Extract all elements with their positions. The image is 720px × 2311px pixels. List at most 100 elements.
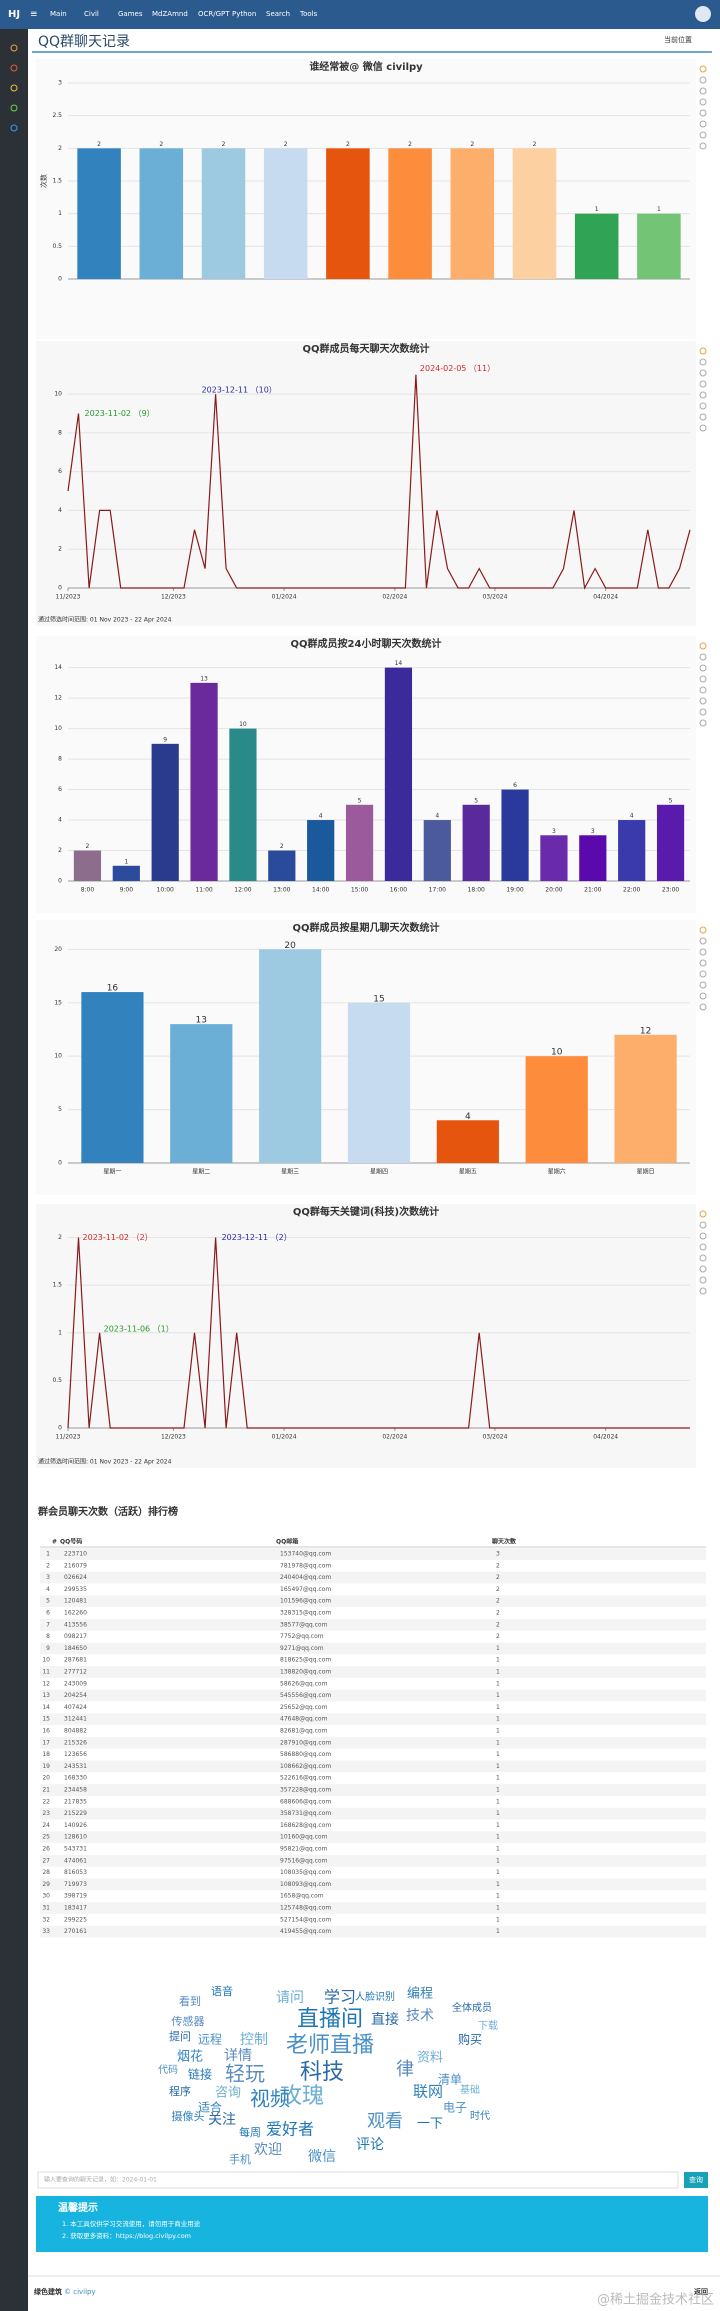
toolbox-icon[interactable] [699, 708, 707, 716]
range-note: 通过筛选时间范围: 01 Nov 2023 - 22 Apr 2024 [38, 616, 172, 624]
toolbox-icon[interactable] [699, 391, 707, 399]
nav-item[interactable]: Main [50, 10, 67, 18]
nav-item[interactable]: OCR/GPT [198, 10, 230, 18]
toolbox-icon[interactable] [699, 1243, 707, 1251]
toolbox-icon[interactable] [699, 948, 707, 956]
table-row-bg [40, 1595, 706, 1608]
sidebar-icon[interactable] [10, 124, 18, 132]
nav-item[interactable]: Tools [299, 10, 318, 18]
breadcrumb[interactable]: 当前位置 [664, 35, 692, 44]
toolbox-icon[interactable] [699, 98, 707, 106]
table-cell: 31 [42, 1905, 50, 1912]
nav-item[interactable]: Search [266, 10, 290, 18]
table-cell: 47648@qq.com [280, 1716, 328, 1723]
table-row-bg [40, 1571, 706, 1584]
toolbox-icon[interactable] [699, 1221, 707, 1229]
toolbox-icon[interactable] [699, 87, 707, 95]
back-link[interactable]: 返回 [694, 2287, 708, 2296]
menu-toggle[interactable]: ≡ [30, 10, 38, 20]
toolbox-icon[interactable] [699, 65, 707, 73]
y-tick-label: 3 [58, 80, 62, 87]
table-cell: 299225 [64, 1916, 87, 1923]
sidebar-icon[interactable] [10, 44, 18, 52]
x-tick-label: 22:00 [623, 887, 640, 894]
search-placeholder[interactable]: 输入要查询的聊天记录，如：2024-01-01 [44, 2176, 157, 2184]
toolbox-icon[interactable] [699, 1210, 707, 1218]
notice-title: 温馨提示 [58, 2201, 98, 2214]
y-tick-label: 8 [58, 429, 62, 436]
toolbox-icon[interactable] [699, 675, 707, 683]
toolbox-icon[interactable] [699, 926, 707, 934]
table-cell: 162260 [64, 1610, 87, 1617]
search-button-label[interactable]: 查询 [689, 2175, 703, 2184]
toolbox-icon[interactable] [699, 369, 707, 377]
word: 详情 [224, 2048, 252, 2064]
word: 联网 [413, 2083, 443, 2101]
table-cell: 108093@qq.com [280, 1881, 331, 1888]
toolbox-icon[interactable] [699, 1254, 707, 1262]
toolbox-icon[interactable] [699, 131, 707, 139]
line-series [67, 374, 691, 590]
toolbox-icon[interactable] [699, 697, 707, 705]
search-button[interactable] [684, 2172, 708, 2188]
toolbox-icon[interactable] [699, 686, 707, 694]
toolbox-icon[interactable] [699, 653, 707, 661]
sidebar-icon[interactable] [10, 104, 18, 112]
search-input[interactable] [37, 2171, 679, 2189]
sidebar-icon[interactable] [10, 64, 18, 72]
footer-right[interactable]: © civilpy [64, 2288, 96, 2296]
toolbox-icon[interactable] [699, 937, 707, 945]
bar-value-label: 2 [280, 843, 284, 850]
bar [512, 148, 557, 279]
toolbox-icon[interactable] [699, 424, 707, 432]
table-cell: 138820@qq.com [280, 1669, 331, 1676]
y-tick-label: 1.5 [52, 178, 62, 185]
avatar[interactable] [695, 6, 711, 22]
bar-value-label: 1 [124, 858, 128, 865]
toolbox-icon[interactable] [699, 1003, 707, 1011]
toolbox-icon[interactable] [699, 959, 707, 967]
toolbox-icon[interactable] [699, 1265, 707, 1273]
toolbox-icon[interactable] [699, 347, 707, 355]
x-tick-label: 星期二 [192, 1168, 210, 1176]
bar-value-label: 2 [470, 141, 474, 148]
table-cell: 1 [496, 1645, 500, 1652]
toolbox-icon[interactable] [699, 642, 707, 650]
word: 控制 [240, 2032, 268, 2048]
table-cell: 413556 [64, 1621, 87, 1628]
toolbox-icon[interactable] [699, 970, 707, 978]
x-tick-label: 11/2023 [56, 594, 81, 601]
toolbox-icon[interactable] [699, 664, 707, 672]
nav-item[interactable]: Python [232, 10, 256, 18]
table-cell: 25 [42, 1834, 50, 1841]
toolbox-icon[interactable] [699, 109, 707, 117]
brand[interactable]: HJ [8, 9, 20, 20]
toolbox-icon[interactable] [699, 1276, 707, 1284]
toolbox-icon[interactable] [699, 1287, 707, 1295]
toolbox-icon[interactable] [699, 413, 707, 421]
table-cell: 474061 [64, 1857, 87, 1864]
table-cell: 358731@qq.com [280, 1810, 331, 1817]
nav-item[interactable]: MdZAmnd [152, 10, 188, 18]
nav-item[interactable]: Civil [84, 10, 99, 18]
toolbox-icon[interactable] [699, 981, 707, 989]
toolbox-icon[interactable] [699, 992, 707, 1000]
toolbox-icon[interactable] [699, 76, 707, 84]
table-cell: 215326 [64, 1739, 87, 1746]
table-cell: 527154@qq.com [280, 1916, 331, 1923]
nav-item[interactable]: Games [118, 10, 143, 18]
page-title: QQ群聊天记录 [38, 34, 130, 50]
toolbox-icon[interactable] [699, 719, 707, 727]
toolbox-icon[interactable] [699, 120, 707, 128]
toolbox-icon[interactable] [699, 402, 707, 410]
toolbox-icon[interactable] [699, 1232, 707, 1240]
table-cell: 22 [42, 1798, 50, 1805]
y-tick-label: 0 [58, 585, 62, 592]
toolbox-icon[interactable] [699, 358, 707, 366]
sidebar-icon[interactable] [10, 84, 18, 92]
toolbox-icon[interactable] [699, 142, 707, 150]
toolbox-icon[interactable] [699, 380, 707, 388]
x-tick-label: 15:00 [351, 887, 368, 894]
table-cell: 27 [42, 1857, 50, 1864]
